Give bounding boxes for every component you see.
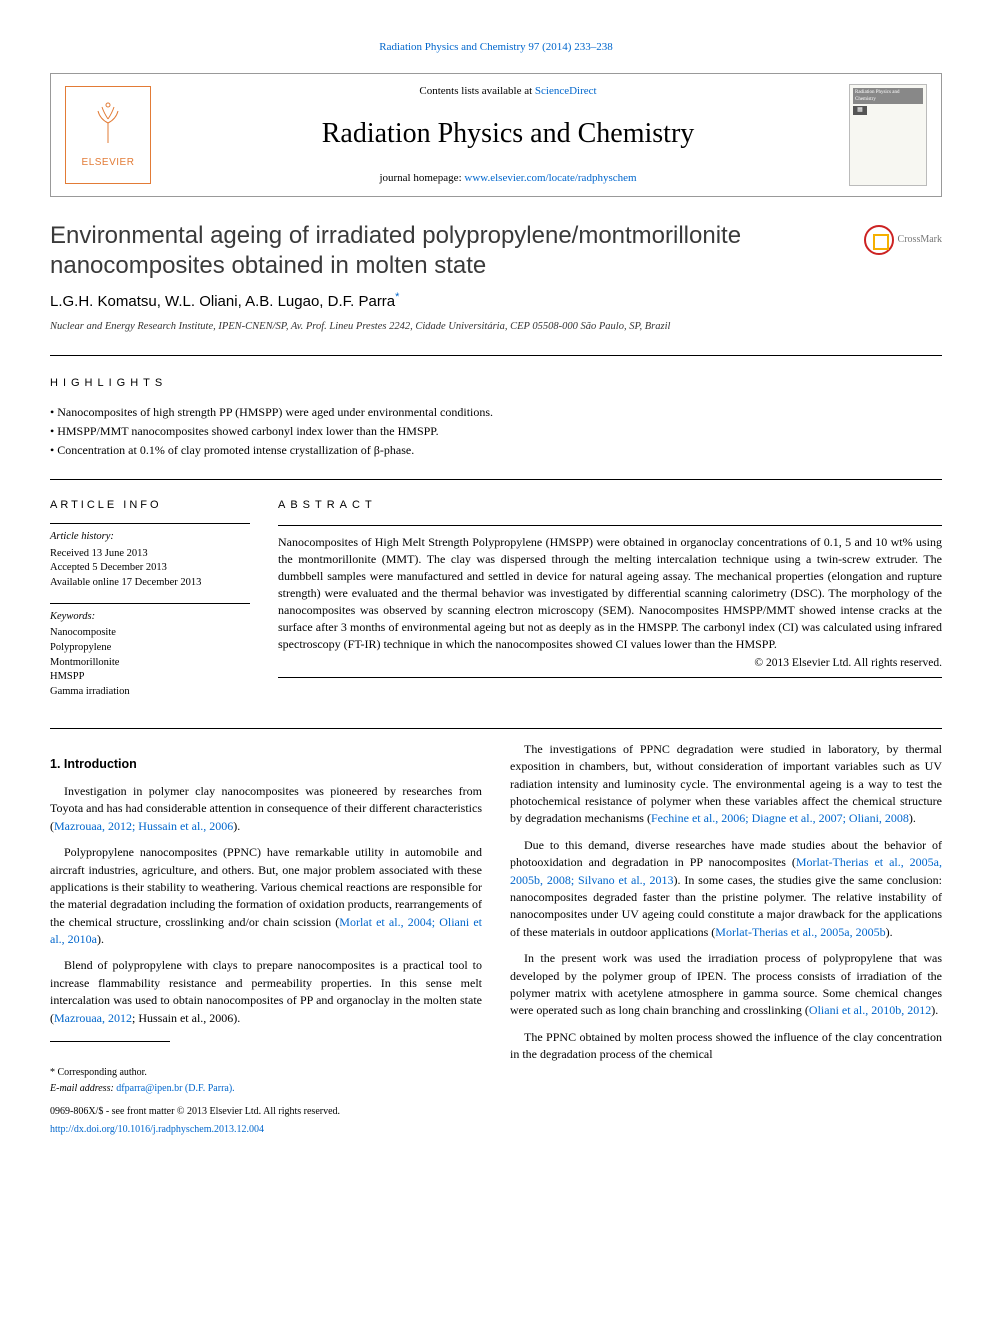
text: ). [886, 925, 893, 939]
cover-logo-icon: ▦ [853, 106, 867, 114]
article-info-label: article info [50, 498, 250, 513]
body-paragraph: Polypropylene nanocomposites (PPNC) have… [50, 844, 482, 948]
cover-title-band: Radiation Physics and Chemistry [853, 88, 923, 104]
divider [50, 355, 942, 356]
text: ; Hussain et al., 2006). [132, 1011, 240, 1025]
email-link[interactable]: dfparra@ipen.br (D.F. Parra). [116, 1083, 234, 1094]
highlight-item: Concentration at 0.1% of clay promoted i… [50, 441, 942, 460]
keyword: Gamma irradiation [50, 685, 250, 700]
body-columns: 1. Introduction Investigation in polymer… [50, 741, 942, 1137]
contents-line: Contents lists available at ScienceDirec… [167, 84, 849, 99]
keywords-header: Keywords: [50, 610, 250, 625]
text: ). [909, 811, 916, 825]
author-list: L.G.H. Komatsu, W.L. Oliani, A.B. Lugao,… [50, 293, 395, 310]
section-heading: 1. Introduction [50, 755, 482, 773]
divider [278, 677, 942, 678]
publisher-logo: ELSEVIER [65, 86, 151, 184]
elsevier-tree-icon [88, 101, 128, 152]
body-paragraph: Blend of polypropylene with clays to pre… [50, 957, 482, 1027]
crossmark-badge[interactable]: CrossMark [864, 225, 942, 255]
article-history: Received 13 June 2013 Accepted 5 Decembe… [50, 547, 250, 591]
journal-cover-thumb: Radiation Physics and Chemistry ▦ [849, 84, 927, 186]
history-item: Accepted 5 December 2013 [50, 561, 250, 576]
corresponding-marker: * [395, 291, 399, 303]
body-paragraph: The PPNC obtained by molten process show… [510, 1029, 942, 1064]
divider [278, 525, 942, 526]
history-item: Received 13 June 2013 [50, 547, 250, 562]
running-header[interactable]: Radiation Physics and Chemistry 97 (2014… [50, 40, 942, 55]
abstract-copyright: © 2013 Elsevier Ltd. All rights reserved… [278, 655, 942, 671]
divider [50, 603, 250, 604]
divider [50, 479, 942, 480]
citation-link[interactable]: Mazrouaa, 2012 [54, 1011, 132, 1025]
keyword: Polypropylene [50, 641, 250, 656]
publisher-name: ELSEVIER [82, 156, 135, 170]
crossmark-icon [864, 225, 894, 255]
body-paragraph: Due to this demand, diverse researches h… [510, 837, 942, 941]
highlights-label: HIGHLIGHTS [50, 376, 942, 391]
divider [50, 523, 250, 524]
footnote-rule [50, 1041, 170, 1042]
body-paragraph: Investigation in polymer clay nanocompos… [50, 783, 482, 835]
affiliation: Nuclear and Energy Research Institute, I… [50, 320, 942, 335]
abstract-text: Nanocomposites of High Melt Strength Pol… [278, 534, 942, 653]
homepage-line: journal homepage: www.elsevier.com/locat… [167, 171, 849, 186]
email-line: E-mail address: dfparra@ipen.br (D.F. Pa… [50, 1082, 482, 1096]
history-item: Available online 17 December 2013 [50, 576, 250, 591]
divider [50, 728, 942, 729]
body-paragraph: The investigations of PPNC degradation w… [510, 741, 942, 828]
crossmark-label: CrossMark [898, 233, 942, 247]
text: ). [931, 1003, 938, 1017]
authors: L.G.H. Komatsu, W.L. Oliani, A.B. Lugao,… [50, 290, 942, 312]
email-label: E-mail address: [50, 1083, 116, 1094]
text: ). [233, 819, 240, 833]
highlights-list: Nanocomposites of high strength PP (HMSP… [50, 403, 942, 461]
keyword: HMSPP [50, 670, 250, 685]
citation-link[interactable]: Mazrouaa, 2012; Hussain et al., 2006 [54, 819, 233, 833]
keywords-list: Nanocomposite Polypropylene Montmorillon… [50, 626, 250, 699]
keyword: Nanocomposite [50, 626, 250, 641]
journal-name: Radiation Physics and Chemistry [167, 114, 849, 153]
article-title: Environmental ageing of irradiated polyp… [50, 221, 850, 280]
corresponding-note: * Corresponding author. [50, 1066, 482, 1080]
body-paragraph: In the present work was used the irradia… [510, 950, 942, 1020]
doi-link[interactable]: http://dx.doi.org/10.1016/j.radphyschem.… [50, 1124, 264, 1135]
citation-link[interactable]: Oliani et al., 2010b, 2012 [809, 1003, 931, 1017]
abstract-label: ABSTRACT [278, 498, 942, 513]
homepage-link[interactable]: www.elsevier.com/locate/radphyschem [464, 172, 636, 184]
contents-prefix: Contents lists available at [419, 85, 534, 97]
citation-link[interactable]: Fechine et al., 2006; Diagne et al., 200… [651, 811, 909, 825]
highlight-item: Nanocomposites of high strength PP (HMSP… [50, 403, 942, 422]
sciencedirect-link[interactable]: ScienceDirect [535, 85, 597, 97]
keyword: Montmorillonite [50, 656, 250, 671]
history-header: Article history: [50, 530, 250, 545]
masthead: ELSEVIER Contents lists available at Sci… [50, 73, 942, 197]
text: ). [97, 932, 104, 946]
citation-link[interactable]: Morlat-Therias et al., 2005a, 2005b [715, 925, 885, 939]
issn-line: 0969-806X/$ - see front matter © 2013 El… [50, 1105, 482, 1120]
homepage-prefix: journal homepage: [379, 172, 464, 184]
highlight-item: HMSPP/MMT nanocomposites showed carbonyl… [50, 422, 942, 441]
